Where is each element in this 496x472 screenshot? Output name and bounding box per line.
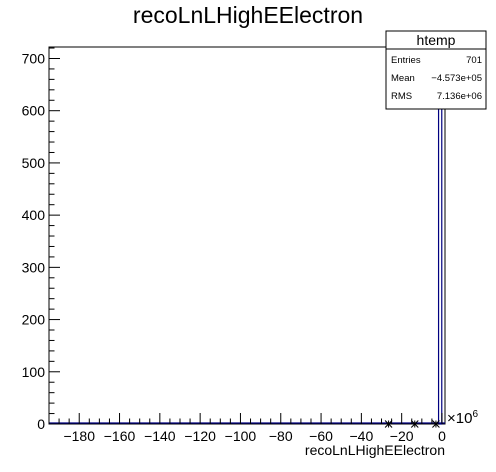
x-tick-label-9: 0 <box>438 428 446 444</box>
x-axis-label: recoLnLHighEElectron <box>305 442 445 458</box>
x-axis-multiplier: ×106 <box>447 409 478 427</box>
stats-rms-value: 7.136e+06 <box>437 91 482 102</box>
data-point-0 <box>384 420 393 428</box>
x-tick-label-2: −140 <box>144 428 176 444</box>
stats-entries-label: Entries <box>391 55 421 66</box>
plot-frame <box>48 46 446 425</box>
chart-title: recoLnLHighEElectron <box>132 2 364 28</box>
y-tick-label-5: 500 <box>22 155 46 171</box>
y-tick-label-0: 0 <box>37 416 45 432</box>
x-tick-label-8: −20 <box>390 428 414 444</box>
x-tick-label-5: −80 <box>269 428 293 444</box>
x-tick-label-6: −60 <box>309 428 333 444</box>
data-point-2 <box>432 420 440 428</box>
stats-mean-value: −4.573e+05 <box>431 73 482 84</box>
stats-box-name: htemp <box>417 32 456 48</box>
x-tick-label-4: −100 <box>225 428 257 444</box>
stats-entries-value: 701 <box>466 55 482 66</box>
x-tick-label-3: −120 <box>184 428 216 444</box>
y-tick-label-2: 200 <box>22 312 46 328</box>
stats-box: htemp Entries 701 Mean −4.573e+05 RMS 7.… <box>385 30 487 110</box>
y-tick-label-4: 400 <box>22 207 46 223</box>
x-tick-label-7: −40 <box>349 428 373 444</box>
y-tick-label-3: 300 <box>22 259 46 275</box>
x-tick-label-0: −180 <box>63 428 95 444</box>
y-tick-label-7: 700 <box>22 50 46 66</box>
data-point-1 <box>410 420 419 428</box>
histogram-bar-3 <box>437 57 443 425</box>
x-tick-label-1: −160 <box>104 428 136 444</box>
stats-rms-label: RMS <box>391 91 412 102</box>
y-tick-label-6: 600 <box>22 103 46 119</box>
stats-mean-label: Mean <box>391 73 415 84</box>
y-tick-label-1: 100 <box>22 364 46 380</box>
